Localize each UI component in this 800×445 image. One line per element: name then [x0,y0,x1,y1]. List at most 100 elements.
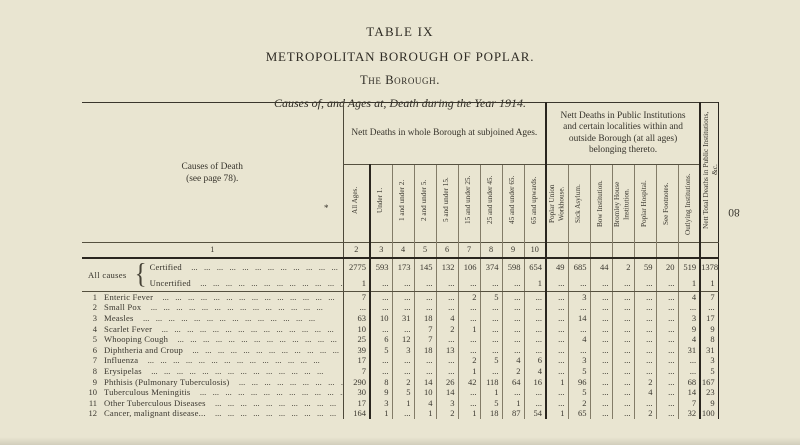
sick-asylum-value: 685 [567,257,591,275]
15-and-under-25-value: 1 [457,323,480,334]
blank-column-number [633,242,657,259]
45-and-under-65-value: ... [501,333,524,345]
sick-asylum-value: ... [567,274,591,292]
under-1-value: ... [369,355,392,366]
poplar-hospital-value: ... [633,397,657,409]
nett-total-value: 5 [699,365,719,377]
25-and-under-45-value: 5 [479,355,502,366]
all-ages-value: 30 [342,386,370,398]
45-and-under-65-value: ... [501,312,524,324]
poplar-union-workhouse-value: ... [545,291,569,303]
outlying-institutions-value: 7 [677,397,701,409]
25-and-under-45-value: ... [479,312,502,324]
see-footnotes-value: ... [655,312,679,324]
poplar-union-workhouse-value: 49 [545,257,569,275]
cause-number: 8 [92,365,97,376]
2-and-under-5-value: ... [413,355,436,366]
bow-institution-value: ... [589,323,613,334]
1-and-under-2-value: ... [391,408,414,419]
poplar-hospital-value: 4 [633,386,657,398]
bromley-house-institution-value: ... [611,291,635,303]
1-and-under-2-value: 31 [391,312,414,324]
bromley-house-institution-value: ... [611,333,635,345]
poplar-union-workhouse-column-header: Poplar Union Workhouse. [545,164,569,243]
institutions-group-header: Nett Deaths in Public Institutions and c… [545,102,701,165]
blank-column-number [589,242,613,259]
cause-name-cell: 10 Tuberculous Meningitis ... ... ... ..… [82,387,343,398]
5-and-under-15-value: ... [435,291,458,303]
nett-total-value: ... [699,302,719,313]
45-and-under-65-value: 1 [501,397,524,409]
borough-group-header: Nett Deaths in whole Borough at subjoine… [342,102,547,165]
cause-name-cell: 6 Diphtheria and Croup ... ... ... ... .… [82,344,343,355]
see-footnotes-value: ... [655,365,679,377]
5-and-under-15-value: ... [435,274,458,292]
table-row: 9 Phthisis (Pulmonary Tuberculosis) ... … [82,376,719,387]
outlying-institutions-value: 68 [677,376,701,387]
poplar-hospital-value: 59 [633,257,657,275]
title-block: TABLE IX METROPOLITAN BOROUGH OF POPLAR.… [82,24,718,111]
outlying-institutions-value: ... [677,365,701,377]
65-and-upwards-column-header: 65 and upwards. [523,164,547,243]
poplar-union-workhouse-value: 1 [545,408,569,419]
bow-institution-value: ... [589,365,613,377]
bow-institution-value: ... [589,344,613,356]
65-and-upwards-label: 65 and upwards. [529,176,538,224]
all-causes-cell: All causes {Certified ... ... ... ... ...… [82,257,343,292]
causes-of-death-header: Causes of Death (see page 78). * [82,102,343,243]
causes-header-line1: Causes of Death [181,161,243,172]
5-and-under-15-value: 14 [435,386,458,398]
outlying-institutions-value: 3 [677,312,701,324]
sick-asylum-value: ... [567,302,591,313]
nett-total-value: 8 [699,333,719,345]
under-1-value: ... [369,365,392,377]
cause-name-cell: 2 Small Pox ... ... ... ... ... ... ... … [82,302,343,313]
bow-institution-value: ... [589,376,613,387]
15-and-under-25-value: 42 [457,376,480,387]
65-and-upwards-value: 54 [523,408,547,419]
under-1-value: 3 [369,397,392,409]
2-and-under-5-value: 1 [413,408,436,419]
table-row: 4 Scarlet Fever ... ... ... ... ... ... … [82,323,719,334]
poplar-hospital-value: ... [633,274,657,292]
all-ages-value: 164 [342,408,370,419]
see-footnotes-label: See Footnotes. [662,182,671,226]
bow-institution-value: ... [589,386,613,398]
table-number-title: TABLE IX [366,24,434,39]
15-and-under-25-value: ... [457,333,480,345]
poplar-hospital-label: Poplar Hospital. [640,180,649,228]
cause-label: Whooping Cough [104,334,169,345]
nett-total-value: 17 [699,312,719,324]
1-and-under-2-value: ... [391,302,414,313]
bromley-house-institution-value: ... [611,344,635,356]
45-and-under-65-column-header: 45 and under 65. [501,164,524,243]
under-1-value: 1 [369,408,392,419]
25-and-under-45-value: ... [479,344,502,356]
1-and-under-2-label: 1 and under 2. [398,179,407,221]
65-and-upwards-value: ... [523,386,547,398]
bromley-house-institution-value: ... [611,365,635,377]
25-and-under-45-column-number: 8 [479,242,502,259]
dot-leader: ... ... ... ... ... ... ... ... ... ... … [144,365,324,376]
cause-label: Other Tuberculous Diseases [104,397,206,408]
dot-leader: ... ... ... ... ... ... ... ... ... ... … [156,292,335,303]
under-1-value: 5 [369,344,392,356]
all-ages-value: 290 [342,376,370,387]
poplar-union-workhouse-value: ... [545,333,569,345]
25-and-under-45-value: ... [479,365,502,377]
poplar-union-workhouse-value: ... [545,302,569,313]
poplar-union-workhouse-label: Poplar Union Workhouse. [547,184,566,224]
nett-total-column-header: Nett Total Deaths in Public Institutions… [699,102,719,243]
dot-leader: ... ... ... ... ... ... ... ... ... ... … [155,323,334,334]
25-and-under-45-label: 25 and under 45. [486,175,495,225]
all-ages-value: 10 [342,323,370,334]
see-footnotes-value: ... [655,344,679,356]
5-and-under-15-value: 4 [435,312,458,324]
15-and-under-25-value: ... [457,312,480,324]
5-and-under-15-value: 26 [435,376,458,387]
all-ages-value: ... [342,302,370,313]
bow-institution-value: ... [589,355,613,366]
blank-column-number [545,242,569,259]
sick-asylum-value: 3 [567,355,591,366]
cause-name-cell: 12 Cancer, malignant disease... ... ... … [82,408,343,419]
